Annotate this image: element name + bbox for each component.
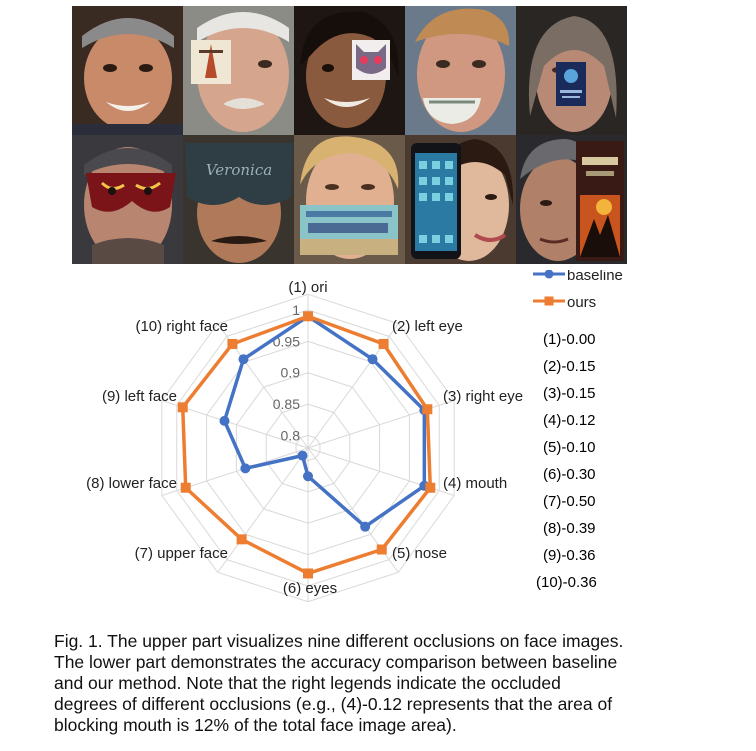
face-image-upper-face-occluded: Veronica: [183, 135, 294, 264]
occlusion-degree-list: (1)-0.00 (2)-0.15 (3)-0.15 (4)-0.12 (5)-…: [536, 331, 597, 591]
data-point-baseline: [219, 415, 230, 426]
data-point-ours: [177, 402, 188, 413]
occlusion-degree: (2)-0.15: [543, 358, 596, 375]
occlusion-degree: (6)-0.30: [543, 466, 596, 483]
radial-tick-label: 0.8: [281, 427, 301, 443]
face-image-right-eye-occluded: [294, 6, 405, 135]
caption-line: blocking mouth is 12% of the total face …: [54, 715, 457, 735]
data-point-ours: [422, 404, 433, 415]
data-point-baseline: [238, 354, 249, 365]
data-point-ours: [378, 338, 389, 349]
face-image-eyes-occluded: [72, 135, 183, 264]
caption-line: and our method. Note that the right lege…: [54, 673, 561, 693]
category-label: (3) right eye: [443, 388, 523, 405]
category-label: (7) upper face: [135, 545, 228, 562]
face-image-right-face-occluded: [516, 135, 627, 264]
category-labels: (1) ori (2) left eye (3) right eye (4) mout…: [86, 279, 523, 597]
occlusion-degree: (4)-0.12: [543, 412, 596, 429]
category-label: (5) nose: [392, 545, 447, 562]
data-point-baseline: [367, 354, 378, 365]
legend-baseline-marker: [544, 270, 554, 279]
data-point-baseline: [303, 471, 313, 482]
occlusion-degree: (1)-0.00: [543, 331, 596, 348]
data-point-baseline: [297, 450, 308, 461]
category-label: (9) left face: [102, 388, 177, 405]
face-image-mouth-occluded: [405, 6, 516, 135]
data-point-ours: [180, 482, 191, 493]
data-point-ours: [227, 338, 238, 349]
data-point-ours: [303, 568, 313, 579]
face-image-nose-occluded: [516, 6, 627, 135]
legend-baseline-label: baseline: [567, 270, 623, 284]
occlusion-degree: (9)-0.36: [543, 547, 596, 564]
category-label: (2) left eye: [392, 318, 463, 335]
radial-tick-label: 0.9: [281, 365, 301, 381]
data-point-baseline: [240, 463, 251, 474]
legend-ours-marker: [544, 296, 554, 306]
data-point-ours: [376, 544, 387, 555]
caption-line: degrees of different occlusions (e.g., (…: [54, 694, 613, 714]
category-label: (1) ori: [288, 279, 327, 296]
radar-grid: [161, 293, 455, 603]
radial-tick-label: 0.95: [273, 333, 300, 349]
occlusion-degree: (5)-0.10: [543, 439, 596, 456]
face-image-left-eye-occluded: [183, 6, 294, 135]
occlusion-degree: (3)-0.15: [543, 385, 596, 402]
occluder-text-veronica: Veronica: [206, 161, 272, 179]
occlusion-degree: (10)-0.36: [536, 574, 597, 591]
category-label: (8) lower face: [86, 475, 177, 492]
legend: baseline ours: [533, 270, 623, 311]
category-label: (4) mouth: [443, 475, 507, 492]
data-point-ours: [425, 482, 436, 493]
legend-ours-label: ours: [567, 294, 596, 311]
radial-tick-label: 0.85: [273, 396, 300, 412]
series-line-baseline: [222, 314, 427, 529]
grid-spoke: [217, 447, 309, 573]
caption-line: The lower part demonstrates the accuracy…: [54, 652, 618, 672]
face-image-left-face-occluded: [405, 135, 516, 264]
radar-chart: 0.8 0.85 0.9 0.95 1 (1) ori (2) left eye (3) r…: [86, 270, 623, 603]
face-image-lower-face-occluded: [294, 135, 405, 264]
radar-series: [177, 311, 436, 579]
caption-line: Fig. 1. The upper part visualizes nine d…: [54, 631, 624, 651]
face-image-original: [72, 6, 183, 135]
data-point-ours: [236, 534, 247, 545]
occlusion-degree: (7)-0.50: [543, 493, 596, 510]
data-point-baseline: [360, 521, 371, 532]
category-label: (10) right face: [135, 318, 228, 335]
data-point-ours: [303, 311, 313, 322]
series-line-ours: [180, 314, 433, 576]
occlusion-degree: (8)-0.39: [543, 520, 596, 537]
figure-caption: Fig. 1. The upper part visualizes nine d…: [54, 631, 674, 736]
face-image-grid: Veronica: [72, 6, 627, 264]
category-label: (6) eyes: [283, 580, 337, 597]
radial-tick-label: 1: [292, 302, 300, 318]
radial-axis-ticks: 0.8 0.85 0.9 0.95 1: [273, 302, 300, 443]
